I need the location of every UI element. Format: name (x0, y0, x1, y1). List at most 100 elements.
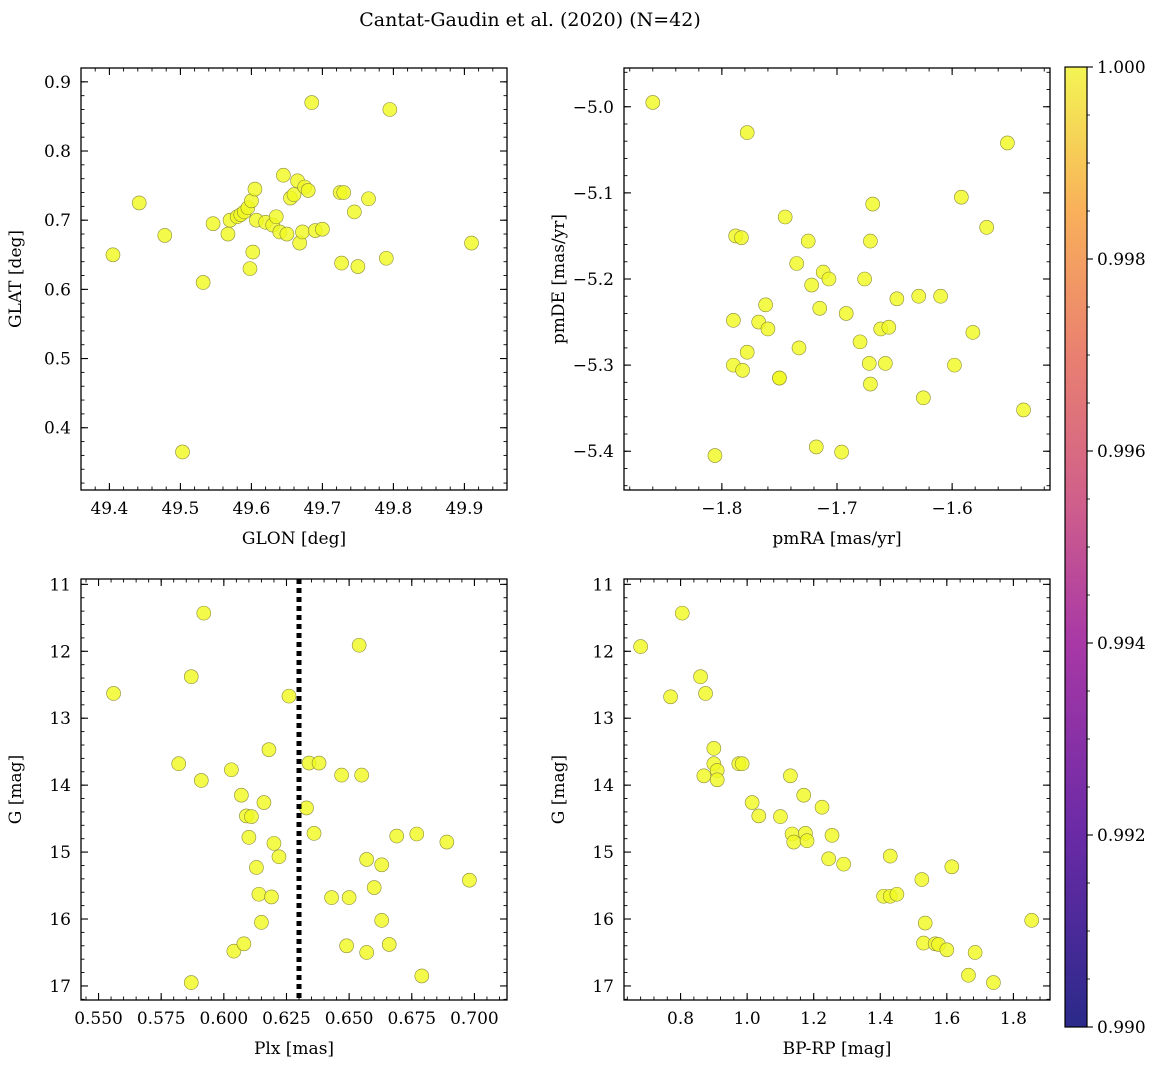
x-tick-label: 49.9 (445, 499, 483, 519)
y-tick-label: 0.8 (44, 142, 71, 162)
x-axis-label: GLON [deg] (242, 529, 346, 549)
scatter-point (986, 975, 1001, 990)
panels: 49.4 49.5 49.6 49.7 49.8 49.90.40.50.60.70.80… (6, 67, 1051, 1059)
scatter-point (751, 808, 767, 824)
y-tick-label: 15 (49, 843, 71, 863)
y-tick-label: 14 (592, 776, 614, 796)
scatter-point (773, 809, 788, 824)
scatter-point (979, 220, 994, 235)
scatter-point (1024, 913, 1039, 928)
scatter-point (911, 288, 927, 304)
panel-pmra-pmde: −1.8 −1.7 −1.6 −5.4 −5.3 −5.2 −5.1 −5.0 pmRA [ma… (549, 67, 1051, 549)
scatter-point (241, 830, 257, 845)
scatter-point (247, 181, 263, 197)
y-axis-label: G [mag] (549, 755, 569, 824)
scatter-point (266, 836, 282, 851)
scatter-point (707, 448, 723, 463)
scatter-point (821, 271, 837, 287)
scatter-point (264, 889, 279, 905)
scatter-point (814, 799, 830, 815)
scatter-point (224, 762, 239, 778)
scatter-point (808, 439, 824, 455)
x-tick-label: 1.6 (933, 1009, 960, 1029)
scatter-point (251, 886, 267, 902)
scatter-point (836, 856, 851, 872)
scatter-point (171, 756, 187, 772)
scatter-point (734, 756, 750, 772)
scatter-point (881, 319, 897, 335)
scatter-point (236, 936, 252, 952)
x-tick-label: 49.7 (303, 499, 341, 519)
y-tick-label: 17 (49, 977, 71, 997)
colorbar-gradient (1064, 66, 1088, 1028)
scatter-point (304, 95, 320, 110)
scatter-point (889, 291, 905, 307)
scatter-point (242, 261, 258, 276)
x-tick-label: 0.650 (325, 1009, 374, 1029)
colorbar-tick-label: 0.992 (1097, 826, 1146, 846)
x-tick-label: 49.5 (161, 499, 199, 519)
x-tick-label: −1.6 (931, 499, 972, 519)
colorbar-tick-label: 0.998 (1097, 250, 1146, 270)
scatter-point (286, 187, 302, 202)
y-tick-label: 13 (592, 709, 614, 729)
scatter-point (916, 390, 931, 406)
x-tick-label: 0.625 (262, 1009, 311, 1029)
scatter-point (852, 334, 868, 350)
y-tick-label: −5.3 (573, 356, 614, 376)
scatter-point (824, 828, 840, 843)
scatter-point (783, 768, 798, 784)
x-tick-label: 1.2 (800, 1009, 827, 1029)
scatter-point (359, 852, 374, 867)
scatter-point (462, 872, 477, 888)
scatter-point (336, 185, 352, 200)
scatter-point (268, 209, 284, 225)
axes-frame (623, 67, 1051, 491)
scatter-point (735, 362, 750, 378)
scatter-point (378, 250, 394, 266)
y-tick-label: −5.1 (573, 184, 614, 204)
scatter-point (106, 686, 121, 701)
scatter-point (965, 325, 981, 340)
y-tick-label: 16 (49, 910, 71, 930)
scatter-point (917, 915, 933, 931)
x-axis-label: Plx [mas] (254, 1039, 334, 1059)
scatter-point (324, 890, 339, 905)
scatter-point (464, 235, 479, 251)
y-tick-label: 12 (592, 642, 614, 662)
scatter-point (726, 313, 741, 328)
scatter-point (256, 795, 272, 810)
panel-glon-glat: 49.4 49.5 49.6 49.7 49.8 49.9 0.4 0.5 0.6 0.7 0.8 0… (6, 67, 508, 549)
scatter-point (409, 826, 425, 842)
colorbar-ticks: 0.990 0.992 0.994 0.996 0.998 1.000 (1087, 58, 1146, 1038)
x-tick-label: 0.8 (667, 1009, 694, 1029)
scatter-point (1000, 135, 1015, 151)
scatter-point (414, 968, 430, 984)
scatter-point (311, 755, 327, 771)
scatter-point (300, 183, 316, 198)
y-tick-label: 0.7 (44, 211, 71, 231)
axes-frame (623, 578, 1051, 1001)
scatter-point (193, 773, 209, 788)
scatter-point (374, 857, 390, 873)
scatter-point (131, 195, 147, 211)
x-tick-label: 0.600 (199, 1009, 248, 1029)
x-tick-label: 1.0 (734, 1009, 761, 1029)
x-tick-label: 0.575 (137, 1009, 186, 1029)
scatter-point (878, 356, 893, 371)
y-tick-label: 13 (49, 709, 71, 729)
axes-frame (80, 578, 508, 1001)
y-tick-label: 0.5 (44, 350, 71, 370)
y-tick-label: −5.2 (573, 270, 614, 290)
y-tick-label: 17 (592, 977, 614, 997)
scatter-point (799, 833, 815, 849)
y-tick-label: 11 (49, 575, 71, 595)
colorbar: 0.990 0.992 0.994 0.996 0.998 1.000 (1064, 58, 1146, 1038)
scatter-point (633, 639, 648, 654)
scatter-point (254, 915, 269, 930)
scatter-point (944, 859, 960, 875)
scatter-point (800, 233, 816, 249)
scatter-point (196, 605, 212, 621)
scatter-point (347, 204, 362, 220)
scatter-point (382, 102, 398, 117)
